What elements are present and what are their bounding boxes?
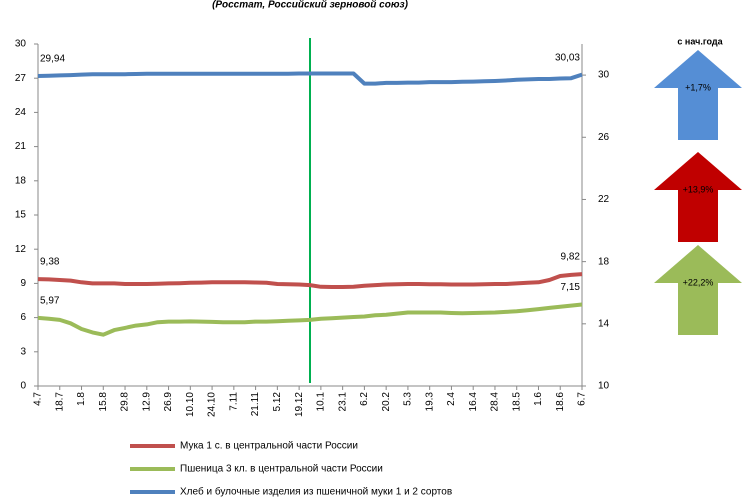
x-tick-label: 6.7 xyxy=(577,392,588,406)
change-arrow xyxy=(654,152,742,242)
x-tick-label: 1.8 xyxy=(76,392,87,406)
x-tick-label: 26.9 xyxy=(163,392,174,412)
change-arrow xyxy=(654,50,742,140)
change-arrow xyxy=(654,245,742,335)
x-tick-label: 1.6 xyxy=(533,392,544,406)
x-tick-label: 5.3 xyxy=(403,392,414,406)
y-tick-label: 27 xyxy=(15,73,27,84)
y-tick-label: 21 xyxy=(15,141,27,152)
x-tick-label: 20.2 xyxy=(381,392,392,412)
x-tick-label: 4.7 xyxy=(33,392,44,406)
x-tick-label: 16.4 xyxy=(468,392,479,412)
change-label: +1,7% xyxy=(685,82,711,92)
legend-label: Мука 1 с. в центральной части России xyxy=(180,441,358,452)
y-tick-label: 3 xyxy=(20,346,26,357)
x-tick-label: 24.10 xyxy=(207,392,218,417)
y-tick-label: 0 xyxy=(20,381,26,392)
y2-tick-label: 18 xyxy=(598,256,610,267)
value-label: 9,82 xyxy=(561,252,581,263)
y-tick-label: 9 xyxy=(20,278,26,289)
x-tick-label: 15.8 xyxy=(98,392,109,412)
x-tick-label: 28.4 xyxy=(490,392,501,412)
series-line xyxy=(37,302,583,337)
x-tick-label: 5.12 xyxy=(272,392,283,412)
value-label: 30,03 xyxy=(555,52,580,63)
x-tick-label: 12.9 xyxy=(141,392,152,412)
value-label: 5,97 xyxy=(40,296,60,307)
x-tick-label: 21.11 xyxy=(250,392,261,417)
y-tick-label: 12 xyxy=(15,244,27,255)
change-label: +13,9% xyxy=(683,184,714,194)
y2-tick-label: 30 xyxy=(598,70,610,81)
x-tick-label: 19.3 xyxy=(424,392,435,412)
y2-tick-label: 14 xyxy=(598,318,610,329)
x-tick-label: 23.1 xyxy=(337,392,348,412)
y2-tick-label: 10 xyxy=(598,381,610,392)
y2-tick-label: 22 xyxy=(598,194,610,205)
y-tick-label: 15 xyxy=(15,210,27,221)
value-label: 9,38 xyxy=(40,257,60,268)
y2-tick-label: 26 xyxy=(598,132,610,143)
y-tick-label: 6 xyxy=(20,312,26,323)
x-tick-label: 29.8 xyxy=(120,392,131,412)
chart-subtitle: (Росстат, Российский зерновой союз) xyxy=(212,0,408,11)
value-label: 7,15 xyxy=(561,282,581,293)
changes-title: с нач.года xyxy=(677,36,723,46)
x-tick-label: 10.10 xyxy=(185,392,196,417)
x-tick-label: 2.4 xyxy=(446,392,457,406)
x-tick-label: 18.7 xyxy=(54,392,65,412)
legend-label: Пшеница 3 кл. в центральной части России xyxy=(180,464,383,475)
x-tick-label: 6.2 xyxy=(359,392,370,406)
y-tick-label: 24 xyxy=(15,107,27,118)
x-tick-label: 19.12 xyxy=(294,392,305,417)
legend-label: Хлеб и булочные изделия из пшеничной мук… xyxy=(180,486,452,497)
series-line xyxy=(37,272,583,289)
series-line xyxy=(37,71,583,86)
x-tick-label: 18.5 xyxy=(511,392,522,412)
y-tick-label: 30 xyxy=(15,39,27,50)
x-tick-label: 7.11 xyxy=(228,392,239,411)
x-tick-label: 18.6 xyxy=(555,392,566,412)
change-label: +22,2% xyxy=(683,277,714,287)
value-label: 29,94 xyxy=(40,54,65,65)
x-tick-label: 10.1 xyxy=(316,392,327,412)
y-tick-label: 18 xyxy=(15,175,27,186)
